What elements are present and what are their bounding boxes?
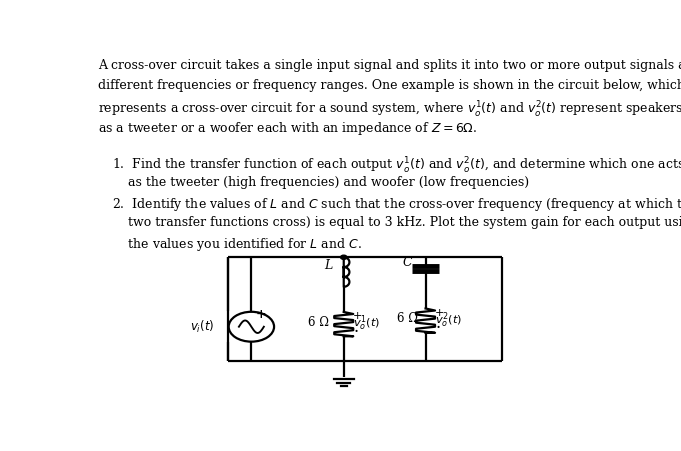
Text: +: +	[435, 308, 445, 318]
Text: $v_o^2(t)$: $v_o^2(t)$	[435, 310, 462, 330]
Text: 6 Ω: 6 Ω	[308, 316, 329, 329]
Text: $v_i(t)$: $v_i(t)$	[190, 319, 215, 335]
Text: $v_o^1(t)$: $v_o^1(t)$	[353, 313, 380, 333]
Text: two transfer functions cross) is equal to 3 kHz. Plot the system gain for each o: two transfer functions cross) is equal t…	[112, 216, 681, 229]
Text: L: L	[324, 259, 332, 272]
Text: 2.  Identify the values of $L$ and $C$ such that the cross-over frequency (frequ: 2. Identify the values of $L$ and $C$ su…	[112, 196, 681, 213]
Text: A cross-over circuit takes a single input signal and splits it into two or more : A cross-over circuit takes a single inpu…	[98, 60, 681, 72]
Text: represents a cross-over circuit for a sound system, where $v_o^1(t)$ and $v_o^2(: represents a cross-over circuit for a so…	[98, 100, 681, 120]
Text: +: +	[353, 311, 362, 321]
Text: as a tweeter or a woofer each with an impedance of $Z = 6\Omega$.: as a tweeter or a woofer each with an im…	[98, 120, 477, 137]
Text: different frequencies or frequency ranges. One example is shown in the circuit b: different frequencies or frequency range…	[98, 79, 681, 92]
Text: C: C	[402, 256, 412, 269]
Circle shape	[340, 255, 347, 259]
Text: ·: ·	[353, 324, 358, 341]
Text: ·: ·	[435, 320, 441, 337]
Text: as the tweeter (high frequencies) and woofer (low frequencies): as the tweeter (high frequencies) and wo…	[112, 176, 528, 189]
Text: the values you identified for $L$ and $C$.: the values you identified for $L$ and $C…	[112, 236, 362, 253]
Text: +: +	[255, 308, 266, 321]
Text: 6 Ω: 6 Ω	[396, 313, 417, 326]
Text: 1.  Find the transfer function of each output $v_o^1(t)$ and $v_o^2(t)$, and det: 1. Find the transfer function of each ou…	[112, 156, 681, 175]
